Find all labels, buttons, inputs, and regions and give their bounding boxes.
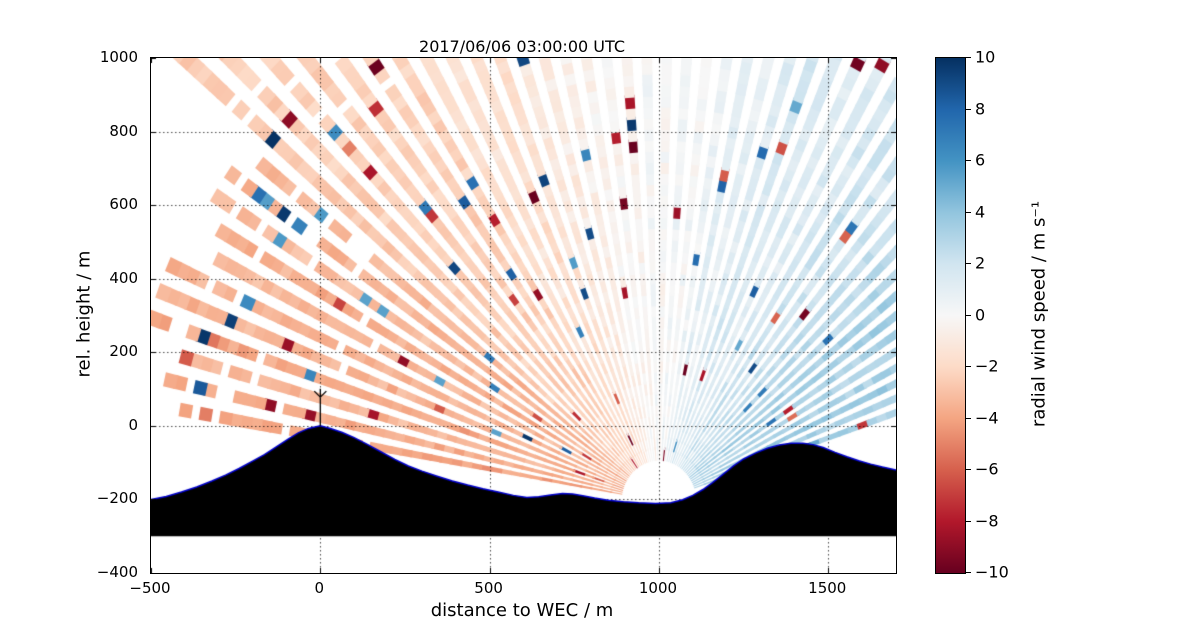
colorbar-tick-mark [966,160,971,161]
colorbar-tick-mark [966,57,971,58]
y-tick-label: 0 [128,415,138,434]
colorbar-tick-label: −10 [975,562,1009,582]
colorbar-tick-label: 0 [975,305,986,324]
y-tick-label: 200 [109,342,138,361]
colorbar-tick-label: 2 [975,253,986,273]
x-tick-label: 1500 [808,579,847,597]
x-tick-label: 0 [314,579,325,597]
plot-area [150,57,897,574]
y-tick-label: 600 [109,195,138,214]
y-tick-label: −400 [96,563,138,581]
colorbar-tick-label: −4 [975,408,999,427]
colorbar-tick-mark [966,572,971,573]
y-tick-label: 800 [109,121,138,140]
y-tick-label: 400 [109,268,138,287]
colorbar-tick-mark [966,211,971,213]
lidar-scan-canvas [151,58,896,573]
x-axis-ticks: −500 0 500 1000 1500 [129,577,895,599]
x-axis-label: distance to WEC / m [430,600,614,621]
colorbar-label: radial wind speed / m s⁻¹ [1028,200,1050,428]
colorbar-tick-mark [966,314,971,316]
colorbar-tick-mark [966,469,971,470]
colorbar-gradient [936,58,965,573]
y-tick-label: 1000 [99,48,138,66]
colorbar-tick-label: 6 [975,150,986,170]
colorbar-tick-mark [966,263,971,264]
colorbar-tick-label: −2 [975,356,999,376]
colorbar-tick-label: 8 [975,99,986,118]
colorbar [935,57,966,574]
colorbar-tick-mark [966,520,971,522]
x-tick-label: −500 [129,579,171,597]
colorbar-tick-mark [966,417,971,419]
colorbar-tick-label: −6 [975,459,999,479]
x-tick-label: 500 [474,579,503,597]
colorbar-tick-label: 10 [975,47,996,67]
x-tick-label: 1000 [638,579,678,597]
y-tick-label: −200 [96,489,138,508]
colorbar-tick-mark [966,108,971,110]
colorbar-tick-label: −8 [975,511,999,530]
plot-title: 2017/06/06 03:00:00 UTC [419,37,625,56]
colorbar-tick-mark [966,366,971,367]
colorbar-tick-label: 4 [975,202,986,221]
y-axis-ticks: −400 −200 0 200 400 600 800 1000 [0,48,144,581]
